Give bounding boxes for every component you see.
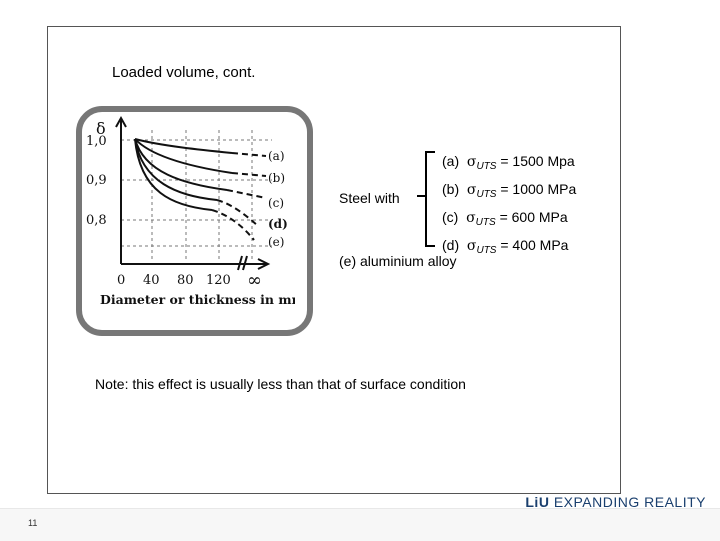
bracket-tick: [417, 195, 425, 197]
y-tick: 0,8: [86, 213, 107, 228]
curve-b-tail: [231, 172, 267, 177]
curve-a-tail: [231, 152, 267, 157]
grade-c: (c) σUTS = 600 MPa: [442, 209, 568, 228]
curve-label-c: (c): [268, 196, 284, 210]
curve-a: [134, 138, 233, 154]
y-tick: 0,9: [86, 173, 107, 188]
curve-label-e: (e): [268, 235, 284, 249]
slide-title: Loaded volume, cont.: [112, 64, 256, 81]
page-number: 11: [28, 518, 38, 528]
x-tick: 80: [177, 273, 194, 288]
curve-label-b: (b): [268, 171, 285, 185]
grade-a: (a) σUTS = 1500 Mpa: [442, 153, 575, 172]
steel-grades-list: (a) σUTS = 1500 Mpa (b) σUTS = 1000 MPa …: [442, 150, 576, 262]
curve-e-tail: [211, 209, 255, 241]
curve-c: [134, 138, 228, 191]
steel-with-label: Steel with: [339, 190, 400, 206]
size-effect-figure: δ 1,0 0,9 0,8 (a) (b) (c) (d) (e) 0 40 8…: [76, 106, 313, 336]
curve-label-a: (a): [268, 149, 285, 163]
x-axis-label: Diameter or thickness in mm: [100, 292, 295, 307]
x-tick: 120: [206, 273, 231, 288]
y-axis-symbol: δ: [96, 119, 106, 138]
x-tick: 0: [117, 273, 125, 288]
plot-axes: [115, 115, 271, 271]
curve-d-tail: [216, 199, 259, 227]
grade-b: (b) σUTS = 1000 MPa: [442, 181, 577, 200]
grade-d: (d) σUTS = 400 MPa: [442, 237, 569, 256]
curve-b: [134, 138, 233, 174]
x-tick: 40: [143, 273, 160, 288]
curve-e: [134, 138, 213, 211]
x-tick: ∞: [247, 270, 262, 291]
y-tick: 1,0: [86, 134, 107, 149]
size-effect-plot: δ 1,0 0,9 0,8 (a) (b) (c) (d) (e) 0 40 8…: [86, 115, 295, 307]
grade-bracket: [425, 151, 435, 247]
slide-note: Note: this effect is usually less than t…: [95, 376, 466, 392]
liu-logo: LiU EXPANDING REALITY: [525, 494, 706, 510]
plot-curves: [134, 138, 267, 241]
curve-c-tail: [226, 189, 267, 199]
aluminium-alloy-label: (e) aluminium alloy: [339, 253, 457, 269]
curve-label-d: (d): [268, 217, 288, 231]
footer-bar: [0, 508, 720, 541]
curve-d: [134, 138, 218, 201]
